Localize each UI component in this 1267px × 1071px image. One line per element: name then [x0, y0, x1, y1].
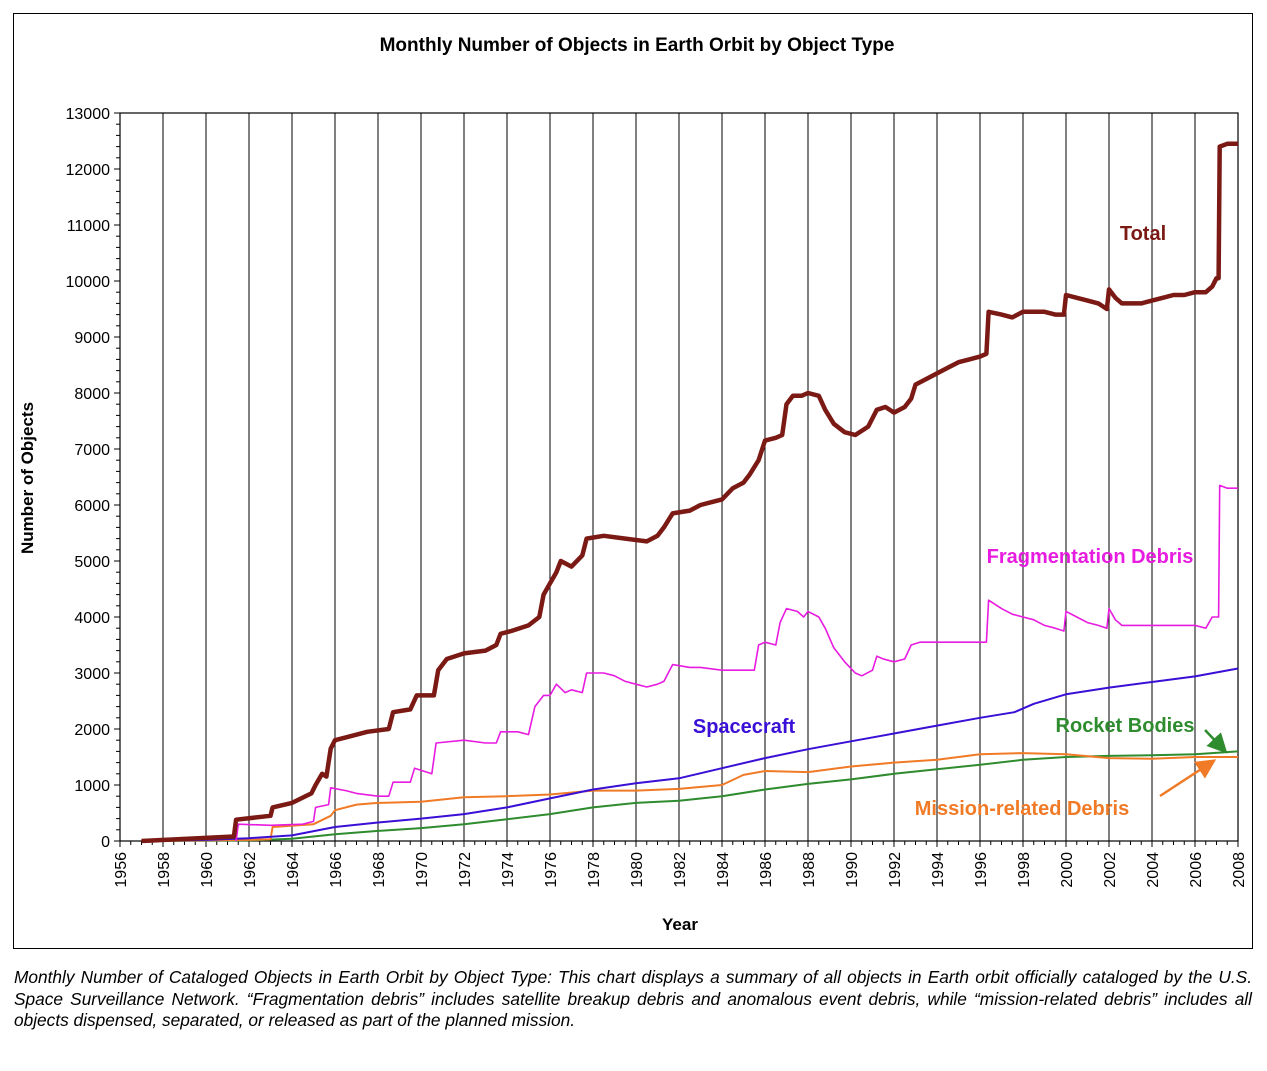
y-tick-label: 2000 [74, 722, 110, 739]
chart: Monthly Number of Objects in Earth Orbit… [18, 35, 1249, 934]
x-tick-label: 1982 [672, 852, 689, 888]
annotation-fragmentation-debris: Fragmentation Debris [987, 546, 1194, 568]
x-tick-label: 1978 [586, 852, 603, 888]
series-line-spacecraft [141, 667, 1239, 842]
y-tick-label: 10000 [66, 274, 111, 291]
x-tick-label: 1970 [414, 852, 431, 888]
annotation-mission-related-debris: Mission-related Debris [915, 798, 1130, 820]
y-tick-label: 0 [101, 834, 110, 851]
mission-debris-arrow [1159, 759, 1217, 798]
y-tick-label: 3000 [74, 666, 110, 683]
y-tick-label: 12000 [66, 162, 111, 179]
x-tick-label: 2004 [1145, 852, 1162, 888]
axes: 0 1000 2000 3000 4000 5000 6000 7000 8000 9000 100… [66, 106, 1249, 888]
y-tick-label: 11000 [67, 218, 110, 235]
y-tick-label: 1000 [74, 778, 110, 795]
x-axis-title: Year [662, 915, 698, 934]
x-tick-label: 1986 [758, 852, 775, 888]
x-tick-label: 1998 [1016, 852, 1033, 888]
series-layer [141, 141, 1239, 844]
x-tick-label: 2002 [1102, 852, 1119, 888]
x-tick-label: 2006 [1188, 852, 1205, 888]
x-tick-label: 1994 [930, 852, 947, 888]
y-tick-label: 13000 [66, 106, 111, 123]
figure-caption: Monthly Number of Cataloged Objects in E… [14, 967, 1252, 1030]
x-tick-label: 1984 [715, 852, 732, 888]
series-line-fragmentation-debris [235, 484, 1238, 842]
x-tick-label: 1996 [973, 852, 990, 888]
x-tick-label: 1964 [285, 852, 302, 888]
x-tick-label: 1976 [543, 852, 560, 888]
y-tick-label: 4000 [74, 610, 110, 627]
y-tick-label: 5000 [74, 554, 110, 571]
x-tick-label: 1956 [113, 852, 130, 888]
chart-title: Monthly Number of Objects in Earth Orbit… [380, 35, 895, 56]
x-tick-label: 1960 [199, 852, 216, 888]
x-tick-label: 1992 [887, 852, 904, 888]
annotation-spacecraft: Spacecraft [693, 716, 796, 738]
x-tick-label: 1972 [457, 852, 474, 888]
series-line-mission-related-debris [141, 752, 1238, 842]
y-tick-label: 8000 [74, 386, 110, 403]
x-tick-label: 2000 [1059, 852, 1076, 888]
x-tick-label: 1990 [844, 852, 861, 888]
x-tick-label: 1966 [328, 852, 345, 888]
x-tick-label: 1968 [371, 852, 388, 888]
x-tick-label: 1958 [156, 852, 173, 888]
x-tick-label: 1988 [801, 852, 818, 888]
y-tick-label: 7000 [74, 442, 110, 459]
y-axis-title: Number of Objects [18, 402, 37, 554]
x-tick-label: 1974 [500, 852, 517, 888]
y-tick-label: 6000 [74, 498, 110, 515]
annotation-total: Total [1120, 223, 1166, 245]
annotations: Total Fragmentation Debris Spacecraft Rocke… [693, 223, 1228, 820]
x-tick-label: 2008 [1231, 852, 1248, 888]
annotation-rocket-bodies: Rocket Bodies [1056, 715, 1195, 737]
series-line-total [141, 141, 1238, 844]
series-line-rocket-bodies [141, 750, 1239, 842]
y-tick-label: 9000 [74, 330, 110, 347]
x-tick-label: 1980 [629, 852, 646, 888]
chart-frame [13, 13, 1253, 949]
rocket-bodies-arrow [1204, 729, 1228, 754]
x-tick-label: 1962 [242, 852, 259, 888]
